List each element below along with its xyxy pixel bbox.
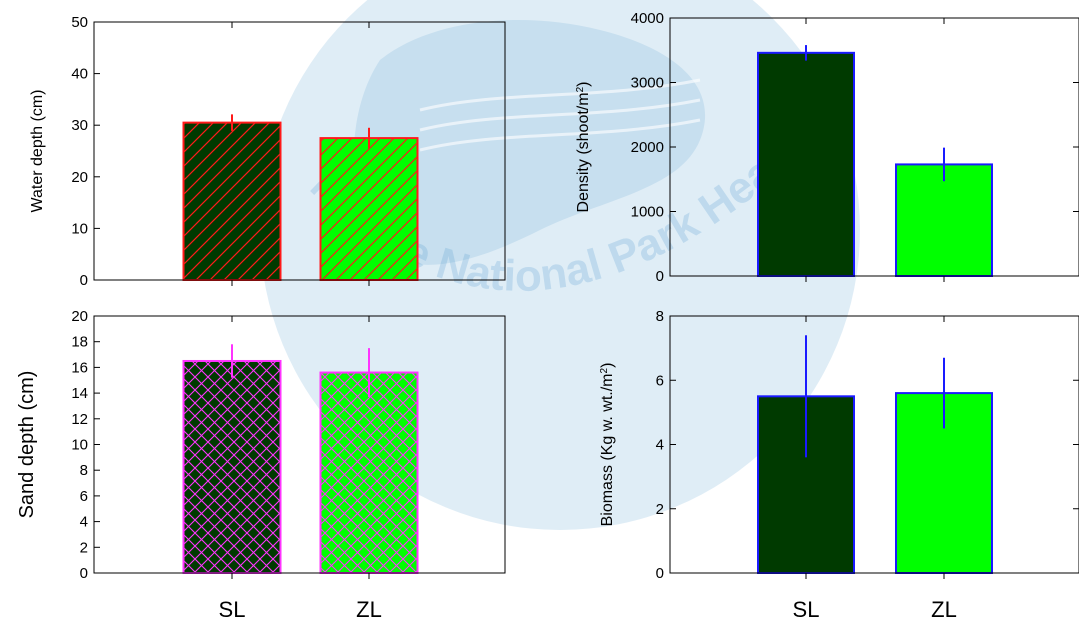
y-axis-label: Biomass (Kg w. wt./m2): [599, 363, 617, 527]
chart-panel-bottom-right: 0 2 4 6 8 SL ZL Biomass (Kg w. wt./m2): [599, 308, 1079, 622]
y-tick-label: 3000: [631, 75, 664, 92]
y-tick-label: 20: [71, 308, 88, 325]
x-category-label-zl: ZL: [931, 597, 957, 622]
y-tick-label: 2: [80, 539, 88, 556]
y-tick-label: 0: [656, 268, 664, 285]
y-tick-label: 2: [656, 501, 664, 518]
bar-zl: [319, 137, 419, 281]
y-tick-label: 10: [71, 437, 88, 454]
y-tick-label: 1000: [631, 204, 664, 221]
y-tick-label: 12: [71, 411, 88, 428]
y-axis-label: Density (shoot/m2): [575, 82, 593, 213]
y-tick-label: 30: [71, 117, 88, 134]
y-tick-label: 4000: [631, 10, 664, 27]
y-tick-label: 16: [71, 359, 88, 376]
y-tick-label: 14: [71, 385, 88, 402]
watermark-logo: Marine National Park Headquarters: [0, 0, 860, 530]
y-tick-label: 0: [80, 272, 88, 289]
bar-sl: [182, 359, 282, 574]
y-tick-label: 20: [71, 169, 88, 186]
y-tick-label: 0: [656, 565, 664, 582]
x-category-label-sl: SL: [219, 597, 246, 622]
bar-sl: [182, 121, 282, 282]
chart-panel-top-right: 0 1000 2000 3000 4000 Density (shoot/m2): [575, 10, 1079, 285]
y-tick-label: 4: [80, 514, 88, 531]
y-tick-label: 6: [80, 488, 88, 505]
x-category-label-sl: SL: [793, 597, 820, 622]
y-axis-label: Water depth (cm): [29, 90, 46, 213]
x-category-label-zl: ZL: [356, 597, 382, 622]
bar-sl: [757, 51, 855, 277]
y-tick-label: 10: [71, 220, 88, 237]
y-tick-label: 4: [656, 437, 664, 454]
y-tick-label: 18: [71, 334, 88, 351]
y-tick-label: 8: [656, 308, 664, 325]
chart-panel-bottom-left: 0 2 4 6 8 10 12 14 16 18 20 SL ZL Sand depth (cm): [16, 308, 506, 622]
axes-frame: [93, 21, 506, 281]
y-tick-label: 8: [80, 462, 88, 479]
y-axis-label: Sand depth (cm): [16, 371, 38, 519]
bar-zl: [319, 371, 419, 575]
chart-panel-top-left: 0 10 20 30 40 50 Water depth (cm): [29, 14, 506, 289]
y-tick-label: 50: [71, 14, 88, 31]
y-tick-label: 40: [71, 66, 88, 83]
y-tick-label: 6: [656, 372, 664, 389]
y-tick-label: 0: [80, 565, 88, 582]
y-tick-label: 2000: [631, 139, 664, 156]
